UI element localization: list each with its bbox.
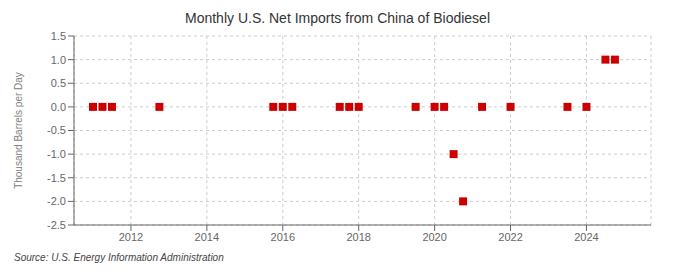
svg-text:-0.5: -0.5: [47, 124, 66, 136]
svg-text:-1.0: -1.0: [47, 148, 66, 160]
svg-text:-1.5: -1.5: [47, 172, 66, 184]
svg-text:1.5: 1.5: [51, 30, 66, 42]
svg-text:2012: 2012: [119, 231, 143, 243]
svg-text:1.0: 1.0: [51, 54, 66, 66]
svg-text:Thousand Barrels per Day: Thousand Barrels per Day: [13, 72, 24, 189]
html-text:Monthly U.S. Net Imports from: Monthly U.S. Net Imports from China of B…: [185, 10, 490, 26]
html-text:Source: U.S. Energy Informatio: Source: U.S. Energy Information Administ…: [14, 252, 224, 263]
svg-text:2024: 2024: [574, 231, 598, 243]
svg-text:2022: 2022: [498, 231, 522, 243]
svg-text:2014: 2014: [195, 231, 219, 243]
svg-text:2016: 2016: [271, 231, 295, 243]
svg-text:0.0: 0.0: [51, 101, 66, 113]
svg-text:-2.0: -2.0: [47, 195, 66, 207]
svg-text:0.5: 0.5: [51, 77, 66, 89]
svg-text:2020: 2020: [422, 231, 446, 243]
svg-text:-2.5: -2.5: [47, 219, 66, 231]
svg-text:2018: 2018: [346, 231, 370, 243]
